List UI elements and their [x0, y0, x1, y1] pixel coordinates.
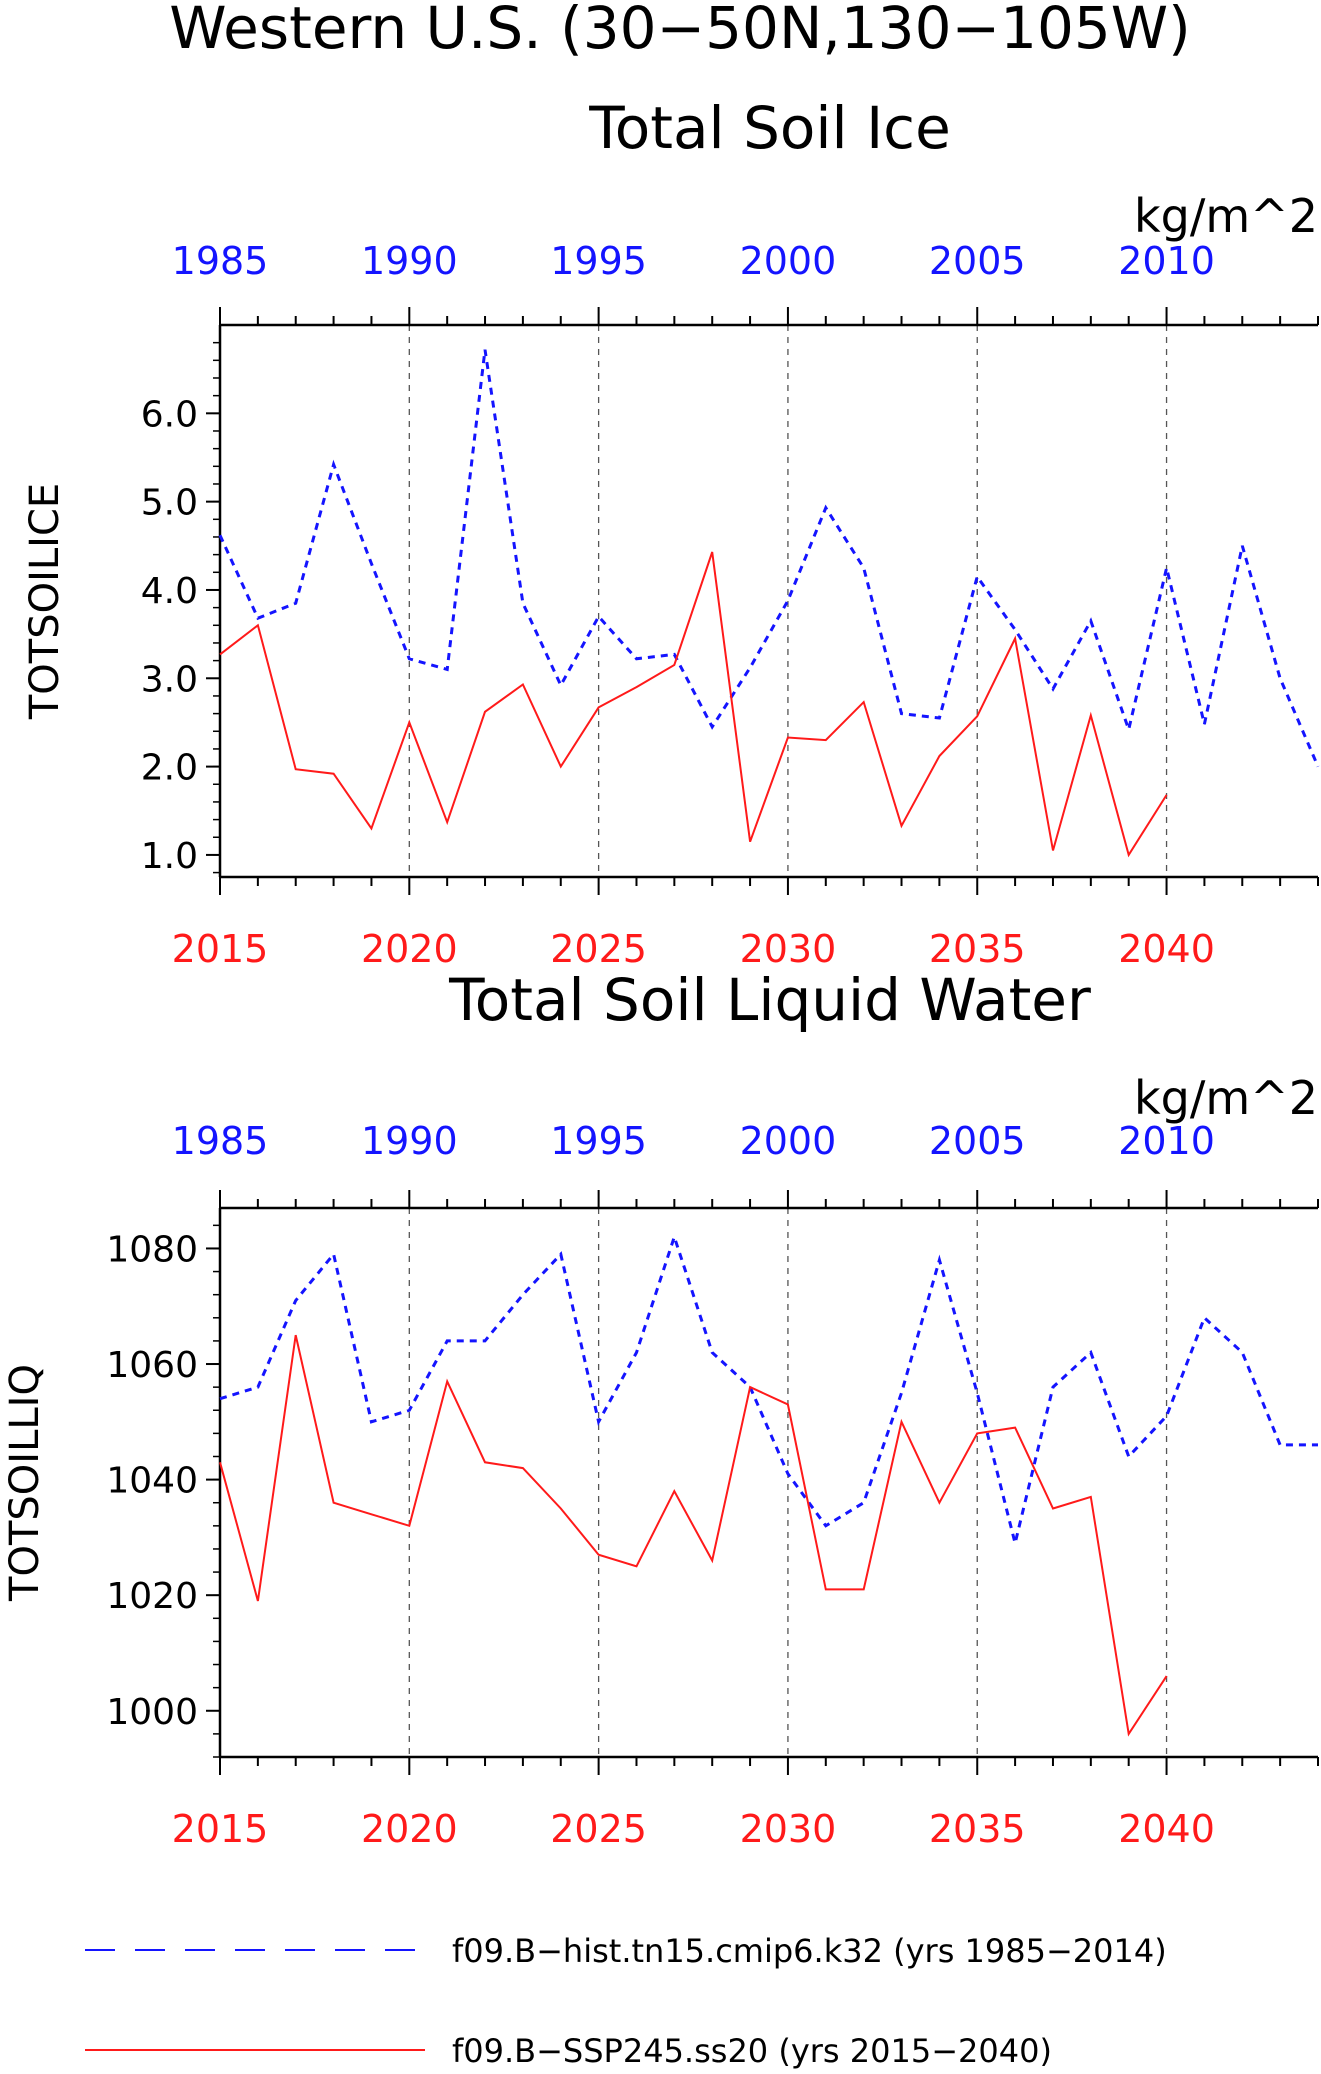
legend: f09.B−hist.tn15.cmip6.k32 (yrs 1985−2014…	[85, 1932, 1167, 2070]
y-tick-label: 1080	[106, 1229, 198, 1270]
page-title: Western U.S. (30−50N,130−105W)	[169, 0, 1191, 62]
x-tick-label-top: 1995	[550, 239, 647, 283]
x-tick-label-top: 2000	[740, 239, 837, 283]
y-tick-label: 1060	[106, 1345, 198, 1386]
y-tick-label: 5.0	[141, 483, 198, 524]
units-label: kg/m^2	[1134, 189, 1318, 243]
x-tick-label-bottom: 2015	[172, 1807, 269, 1851]
x-tick-label-bottom: 2035	[929, 1807, 1026, 1851]
y-tick-label: 4.0	[141, 571, 198, 612]
x-tick-label-bottom: 2030	[740, 927, 837, 971]
x-tick-label-top: 1990	[361, 1119, 458, 1163]
x-tick-label-top: 2005	[929, 1119, 1026, 1163]
x-tick-label-bottom: 2025	[550, 927, 647, 971]
x-tick-label-bottom: 2040	[1118, 927, 1215, 971]
legend-label-hist: f09.B−hist.tn15.cmip6.k32 (yrs 1985−2014…	[452, 1932, 1167, 1970]
x-tick-label-top: 1995	[550, 1119, 647, 1163]
series-line-ssp	[219, 551, 1168, 858]
y-axis-label: TOTSOILLIQ	[2, 1364, 48, 1602]
x-tick-label-bottom: 2040	[1118, 1807, 1215, 1851]
chart-title: Total Soil Ice	[588, 94, 951, 162]
panel-total-soil-ice: Total Soil Ice kg/m^2 1.0 2.0 3.0 4.0 5.0 6.0 20…	[22, 94, 1320, 971]
panel-total-soil-liquid-water: Total Soil Liquid Water kg/m^2 1000 1020 104…	[2, 966, 1319, 1851]
x-tick-label-top: 1985	[172, 239, 269, 283]
chart-title: Total Soil Liquid Water	[448, 966, 1091, 1034]
x-tick-label-bottom: 2015	[172, 927, 269, 971]
x-tick-label-top: 2000	[740, 1119, 837, 1163]
y-tick-label: 2.0	[141, 748, 198, 789]
x-tick-label-top: 2010	[1118, 1119, 1215, 1163]
x-tick-label-bottom: 2020	[361, 927, 458, 971]
units-label: kg/m^2	[1134, 1071, 1318, 1125]
x-tick-label-bottom: 2030	[740, 1807, 837, 1851]
y-tick-label: 1040	[106, 1461, 198, 1502]
x-tick-label-top: 2010	[1118, 239, 1215, 283]
x-tick-label-top: 1990	[361, 239, 458, 283]
y-tick-label: 1000	[106, 1692, 198, 1733]
x-tick-label-bottom: 2020	[361, 1807, 458, 1851]
y-tick-label: 3.0	[141, 659, 198, 700]
x-tick-label-bottom: 2025	[550, 1807, 647, 1851]
y-tick-label: 1020	[106, 1576, 198, 1617]
x-tick-label-top: 2005	[929, 239, 1026, 283]
series-line-ssp	[219, 1334, 1168, 1737]
series-line-hist	[219, 1232, 1318, 1544]
y-tick-label: 1.0	[141, 836, 198, 877]
series-line-hist	[218, 349, 1320, 768]
legend-label-ssp: f09.B−SSP245.ss20 (yrs 2015−2040)	[452, 2032, 1052, 2070]
y-axis-label: TOTSOILICE	[22, 483, 68, 720]
y-tick-label: 6.0	[141, 394, 198, 435]
x-tick-label-bottom: 2035	[929, 927, 1026, 971]
x-tick-label-top: 1985	[172, 1119, 269, 1163]
